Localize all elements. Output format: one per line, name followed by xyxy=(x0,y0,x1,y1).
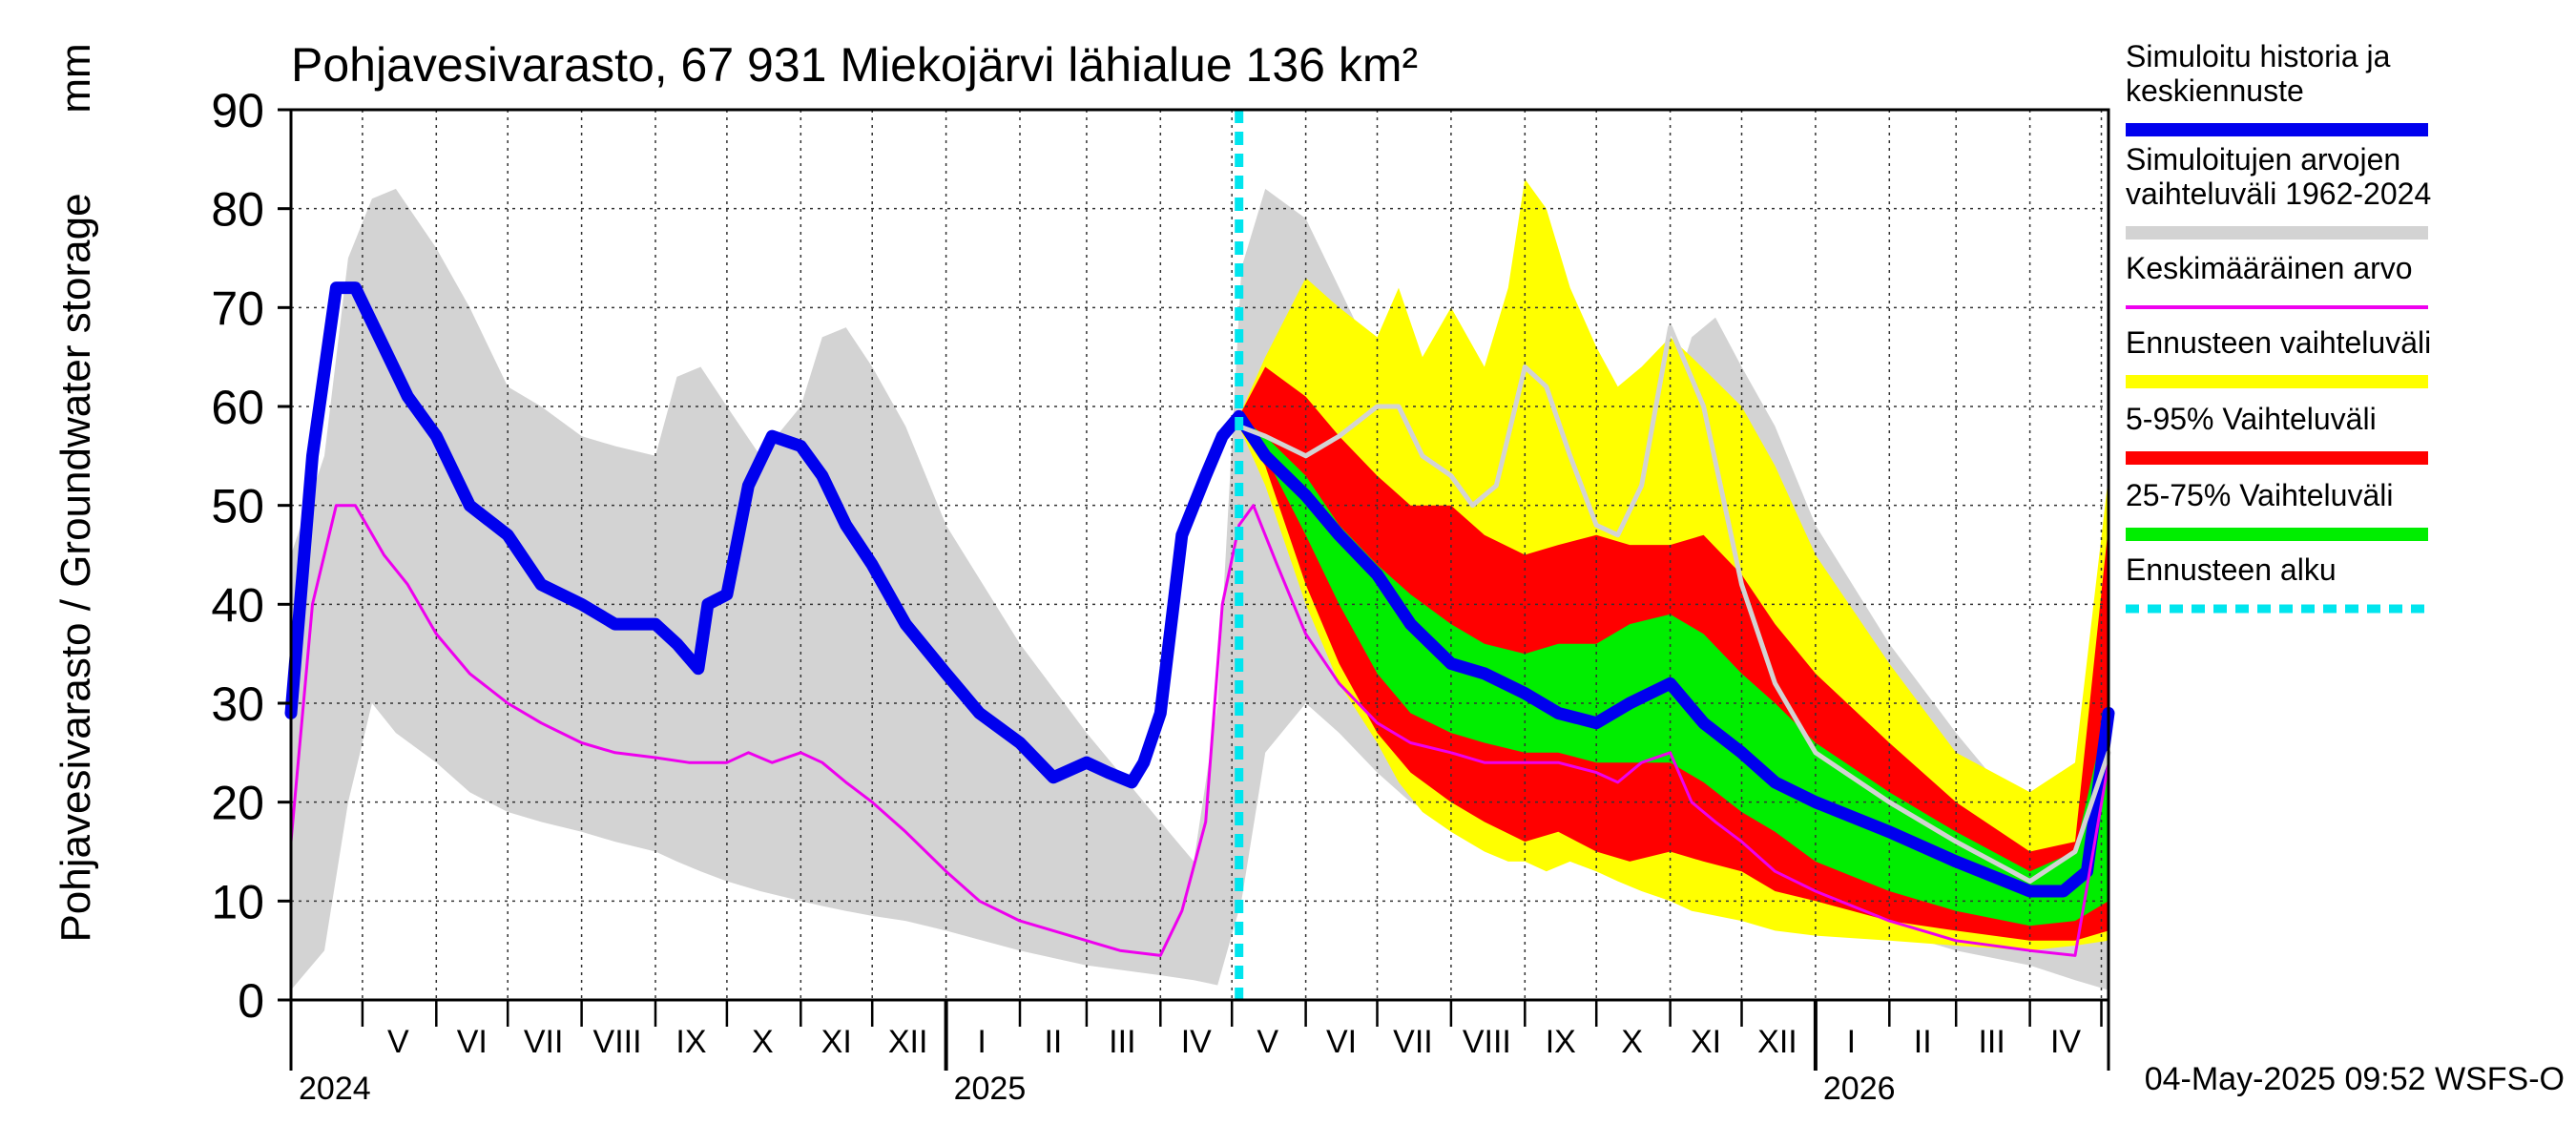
month-label: VIII xyxy=(1463,1024,1511,1060)
y-tick-label: 90 xyxy=(211,84,264,137)
month-label: III xyxy=(1978,1024,2005,1060)
line-layer xyxy=(284,110,2115,1000)
legend-label: 5-95% Vaihteluväli xyxy=(2126,402,2377,436)
series-line-d3d3d3 xyxy=(1236,324,2111,885)
y-tick-label: 60 xyxy=(211,381,264,434)
month-label: I xyxy=(977,1024,986,1060)
footer-timestamp: 04-May-2025 09:52 WSFS-O xyxy=(2145,1061,2565,1097)
month-label: XII xyxy=(888,1024,928,1060)
series-line-ee00ee xyxy=(289,504,2110,957)
plot-frame xyxy=(289,108,2110,1002)
month-label: XI xyxy=(1691,1024,1721,1060)
year-label: 2026 xyxy=(1823,1071,1896,1107)
month-label: V xyxy=(1257,1024,1278,1060)
chart-title: Pohjavesivarasto, 67 931 Miekojärvi lähi… xyxy=(291,38,1418,92)
month-label: IX xyxy=(1546,1024,1576,1060)
month-label: IV xyxy=(1181,1024,1212,1060)
legend-label: Ennusteen alku xyxy=(2126,552,2337,587)
month-label: I xyxy=(1847,1024,1856,1060)
y-tick-label: 20 xyxy=(211,777,264,830)
y-tick-label: 40 xyxy=(211,578,264,632)
month-label: VI xyxy=(457,1024,488,1060)
month-label: VI xyxy=(1326,1024,1357,1060)
month-label: XI xyxy=(821,1024,852,1060)
legend-label: Simuloitu historia ja xyxy=(2126,39,2391,73)
y-tick-label: 70 xyxy=(211,281,264,335)
month-label: IX xyxy=(675,1024,706,1060)
series-line-0000ee xyxy=(284,281,2115,898)
band-layer xyxy=(291,178,2109,990)
year-label: 2024 xyxy=(299,1071,371,1107)
legend-label: Ennusteen vaihteluväli xyxy=(2126,325,2431,360)
month-label: IV xyxy=(2050,1024,2081,1060)
y-tick-label: 10 xyxy=(211,875,264,928)
y-tick-label: 0 xyxy=(238,974,264,1028)
y-tick-label: 50 xyxy=(211,480,264,533)
band-00ee00 xyxy=(1238,416,2109,926)
y-axis-unit: mm xyxy=(52,43,99,113)
y-tick-label: 80 xyxy=(211,183,264,237)
legend-label: vaihteluväli 1962-2024 xyxy=(2126,177,2431,211)
month-label: V xyxy=(387,1024,409,1060)
y-tick-label: 30 xyxy=(211,677,264,731)
year-label: 2025 xyxy=(954,1071,1027,1107)
month-label: VII xyxy=(524,1024,564,1060)
month-label: II xyxy=(1914,1024,1932,1060)
month-label: VIII xyxy=(593,1024,642,1060)
month-label: III xyxy=(1109,1024,1135,1060)
month-label: XII xyxy=(1757,1024,1797,1060)
legend-label: 25-75% Vaihteluväli xyxy=(2126,478,2393,512)
y-axis-label: Pohjavesivarasto / Groundwater storage xyxy=(52,193,99,942)
legend-label: Simuloitujen arvojen xyxy=(2126,142,2400,177)
legend-label: keskiennuste xyxy=(2126,73,2304,108)
month-label: II xyxy=(1044,1024,1062,1060)
month-label: X xyxy=(1621,1024,1643,1060)
legend-label: Keskimääräinen arvo xyxy=(2126,251,2413,285)
month-label: VII xyxy=(1393,1024,1433,1060)
month-label: X xyxy=(752,1024,774,1060)
